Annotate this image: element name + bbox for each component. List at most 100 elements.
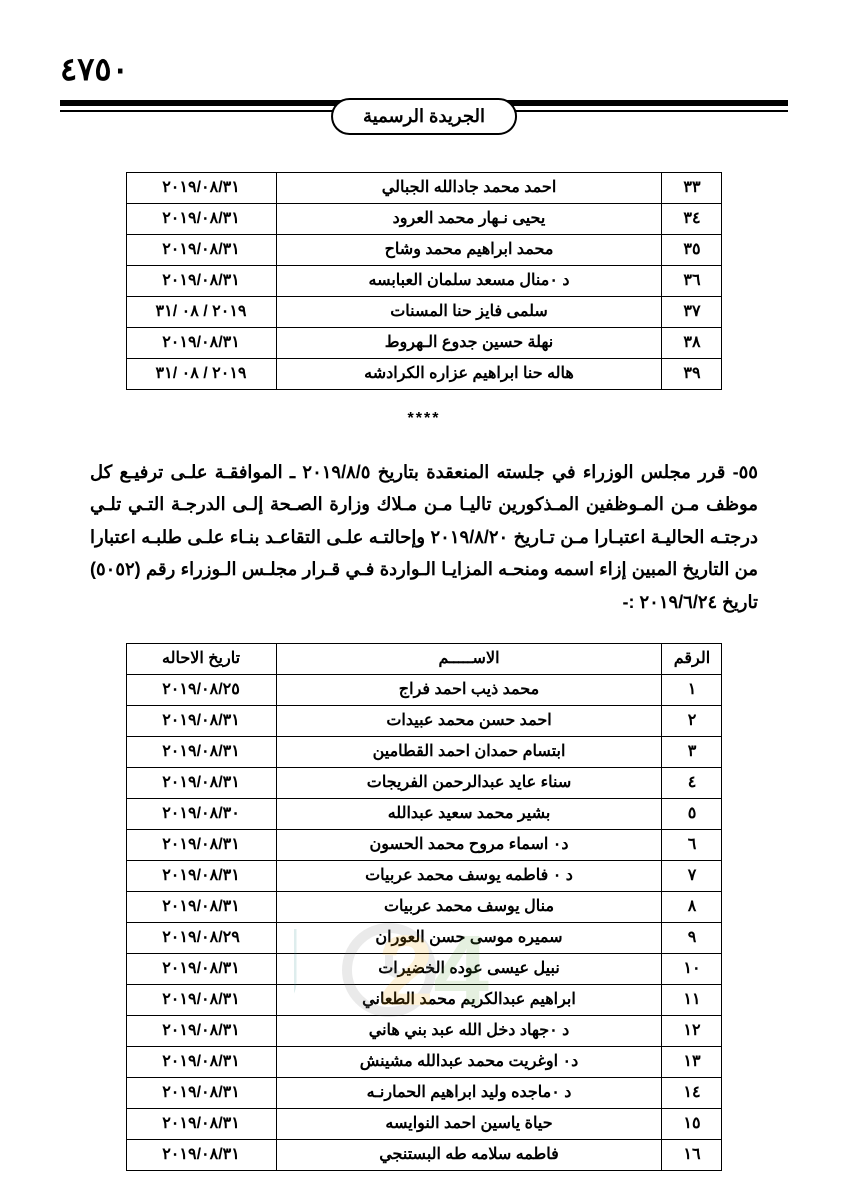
- decree-text: قرر مجلس الوزراء في جلسته المنعقدة بتاري…: [90, 462, 758, 612]
- cell-num: ٣٤: [662, 204, 722, 235]
- cell-name: د٠ اسماء مروح محمد الحسون: [276, 829, 662, 860]
- cell-date: ٢٠١٩/٠٨/٣١: [126, 1046, 276, 1077]
- cell-num: ١١: [662, 984, 722, 1015]
- cell-date: ٢٠١٩/٠٨/٣١: [126, 1077, 276, 1108]
- table-employees: الرقم الاســـــم تاريخ الاحاله ١محمد ذيب…: [126, 643, 723, 1171]
- cell-name: د٠ اوغريت محمد عبدالله مشينش: [276, 1046, 662, 1077]
- table-row: ٢احمد حسن محمد عبيدات٢٠١٩/٠٨/٣١: [126, 705, 722, 736]
- cell-num: ٣٥: [662, 235, 722, 266]
- table-row: ١٢د ٠جهاد دخل الله عبد بني هاني٢٠١٩/٠٨/٣…: [126, 1015, 722, 1046]
- cell-name: د ٠ماجده وليد ابراهيم الحمارنـه: [276, 1077, 662, 1108]
- cell-date: ٢٠١٩/٠٨/٣١: [126, 860, 276, 891]
- cell-name: هاله حنا ابراهيم عزاره الكرادشه: [276, 359, 662, 390]
- table-row: ١٦فاطمه سلامه طه البستنجي٢٠١٩/٠٨/٣١: [126, 1139, 722, 1170]
- table-row: ٦د٠ اسماء مروح محمد الحسون٢٠١٩/٠٨/٣١: [126, 829, 722, 860]
- table-row: ٣٧سلمى فايز حنا المسنات٢٠١٩ / ٠٨ /٣١: [126, 297, 722, 328]
- table-row: ٧د ٠ فاطمه يوسف محمد عربيات٢٠١٩/٠٨/٣١: [126, 860, 722, 891]
- page-number: ٤٧٥٠: [60, 50, 129, 88]
- cell-num: ١٢: [662, 1015, 722, 1046]
- cell-num: ٣٧: [662, 297, 722, 328]
- cell-num: ١: [662, 674, 722, 705]
- decree-paragraph: ٥٥- قرر مجلس الوزراء في جلسته المنعقدة ب…: [90, 456, 758, 618]
- cell-date: ٢٠١٩/٠٨/٣١: [126, 204, 276, 235]
- cell-date: ٢٠١٩/٠٨/٣١: [126, 829, 276, 860]
- cell-date: ٢٠١٩/٠٨/٣١: [126, 235, 276, 266]
- cell-name: بشير محمد سعيد عبدالله: [276, 798, 662, 829]
- cell-date: ٢٠١٩/٠٨/٣١: [126, 736, 276, 767]
- table-header-row: الرقم الاســـــم تاريخ الاحاله: [126, 643, 722, 674]
- cell-date: ٢٠١٩/٠٨/٣١: [126, 266, 276, 297]
- table-row: ٣ابتسام حمدان احمد القطامين٢٠١٩/٠٨/٣١: [126, 736, 722, 767]
- cell-date: ٢٠١٩/٠٨/٣١: [126, 1108, 276, 1139]
- table-row: ١محمد ذيب احمد فراج٢٠١٩/٠٨/٢٥: [126, 674, 722, 705]
- cell-date: ٢٠١٩/٠٨/٣١: [126, 173, 276, 204]
- cell-name: فاطمه سلامه طه البستنجي: [276, 1139, 662, 1170]
- col-header-name: الاســـــم: [276, 643, 662, 674]
- table-continuation: ٣٣احمد محمد جادالله الجبالي٢٠١٩/٠٨/٣١٣٤ي…: [126, 172, 723, 390]
- cell-num: ٤: [662, 767, 722, 798]
- cell-name: ابراهيم عبدالكريم محمد الطعاني: [276, 984, 662, 1015]
- table-row: ٣٣احمد محمد جادالله الجبالي٢٠١٩/٠٨/٣١: [126, 173, 722, 204]
- table-row: ١٠نبيل عيسى عوده الخضيرات٢٠١٩/٠٨/٣١: [126, 953, 722, 984]
- table-row: ٣٦د ٠منال مسعد سلمان العبابسه٢٠١٩/٠٨/٣١: [126, 266, 722, 297]
- cell-date: ٢٠١٩/٠٨/٢٩: [126, 922, 276, 953]
- table-row: ٣٩هاله حنا ابراهيم عزاره الكرادشه٢٠١٩ / …: [126, 359, 722, 390]
- cell-name: د ٠جهاد دخل الله عبد بني هاني: [276, 1015, 662, 1046]
- cell-num: ٦: [662, 829, 722, 860]
- cell-name: د ٠ فاطمه يوسف محمد عربيات: [276, 860, 662, 891]
- cell-name: سناء عايد عبدالرحمن الفريجات: [276, 767, 662, 798]
- cell-date: ٢٠١٩/٠٨/٣١: [126, 1139, 276, 1170]
- col-header-num: الرقم: [662, 643, 722, 674]
- cell-num: ١٠: [662, 953, 722, 984]
- table-row: ٣٤يحيى نـهار محمد العرود٢٠١٩/٠٨/٣١: [126, 204, 722, 235]
- cell-num: ١٣: [662, 1046, 722, 1077]
- table-row: ١٥حياة ياسين احمد النوايسه٢٠١٩/٠٨/٣١: [126, 1108, 722, 1139]
- cell-name: محمد ابراهيم محمد وشاح: [276, 235, 662, 266]
- cell-date: ٢٠١٩/٠٨/٣١: [126, 953, 276, 984]
- cell-date: ٢٠١٩/٠٨/٣١: [126, 984, 276, 1015]
- cell-num: ٧: [662, 860, 722, 891]
- col-header-date: تاريخ الاحاله: [126, 643, 276, 674]
- table-row: ٣٥محمد ابراهيم محمد وشاح٢٠١٩/٠٨/٣١: [126, 235, 722, 266]
- cell-num: ٣٦: [662, 266, 722, 297]
- cell-num: ٣٣: [662, 173, 722, 204]
- cell-num: ٩: [662, 922, 722, 953]
- section-separator: ****: [60, 410, 788, 428]
- table-row: ١٤د ٠ماجده وليد ابراهيم الحمارنـه٢٠١٩/٠٨…: [126, 1077, 722, 1108]
- cell-name: يحيى نـهار محمد العرود: [276, 204, 662, 235]
- table-row: ٣٨نهلة حسين جدوع الـهروط٢٠١٩/٠٨/٣١: [126, 328, 722, 359]
- table-row: ٨منال يوسف محمد عربيات٢٠١٩/٠٨/٣١: [126, 891, 722, 922]
- cell-name: سلمى فايز حنا المسنات: [276, 297, 662, 328]
- cell-date: ٢٠١٩/٠٨/٣١: [126, 328, 276, 359]
- cell-date: ٢٠١٩/٠٨/٣٠: [126, 798, 276, 829]
- cell-num: ٥: [662, 798, 722, 829]
- cell-name: سميره موسى حسن العوران: [276, 922, 662, 953]
- cell-name: نبيل عيسى عوده الخضيرات: [276, 953, 662, 984]
- cell-date: ٢٠١٩/٠٨/٣١: [126, 705, 276, 736]
- cell-name: منال يوسف محمد عربيات: [276, 891, 662, 922]
- cell-name: نهلة حسين جدوع الـهروط: [276, 328, 662, 359]
- cell-num: ١٥: [662, 1108, 722, 1139]
- cell-name: ابتسام حمدان احمد القطامين: [276, 736, 662, 767]
- cell-num: ٣٩: [662, 359, 722, 390]
- cell-num: ٣: [662, 736, 722, 767]
- cell-date: ٢٠١٩/٠٨/٣١: [126, 1015, 276, 1046]
- cell-date: ٢٠١٩ / ٠٨ /٣١: [126, 359, 276, 390]
- gazette-title: الجريدة الرسمية: [331, 98, 517, 135]
- cell-date: ٢٠١٩ / ٠٨ /٣١: [126, 297, 276, 328]
- cell-name: محمد ذيب احمد فراج: [276, 674, 662, 705]
- table-row: ٥بشير محمد سعيد عبدالله٢٠١٩/٠٨/٣٠: [126, 798, 722, 829]
- cell-num: ١٦: [662, 1139, 722, 1170]
- cell-name: د ٠منال مسعد سلمان العبابسه: [276, 266, 662, 297]
- cell-num: ١٤: [662, 1077, 722, 1108]
- cell-name: احمد محمد جادالله الجبالي: [276, 173, 662, 204]
- decree-number: ٥٥-: [733, 462, 758, 482]
- table-row: ١٣د٠ اوغريت محمد عبدالله مشينش٢٠١٩/٠٨/٣١: [126, 1046, 722, 1077]
- cell-num: ٨: [662, 891, 722, 922]
- cell-name: احمد حسن محمد عبيدات: [276, 705, 662, 736]
- cell-name: حياة ياسين احمد النوايسه: [276, 1108, 662, 1139]
- table-row: ٩سميره موسى حسن العوران٢٠١٩/٠٨/٢٩: [126, 922, 722, 953]
- cell-num: ٢: [662, 705, 722, 736]
- cell-date: ٢٠١٩/٠٨/٣١: [126, 767, 276, 798]
- table-row: ١١ابراهيم عبدالكريم محمد الطعاني٢٠١٩/٠٨/…: [126, 984, 722, 1015]
